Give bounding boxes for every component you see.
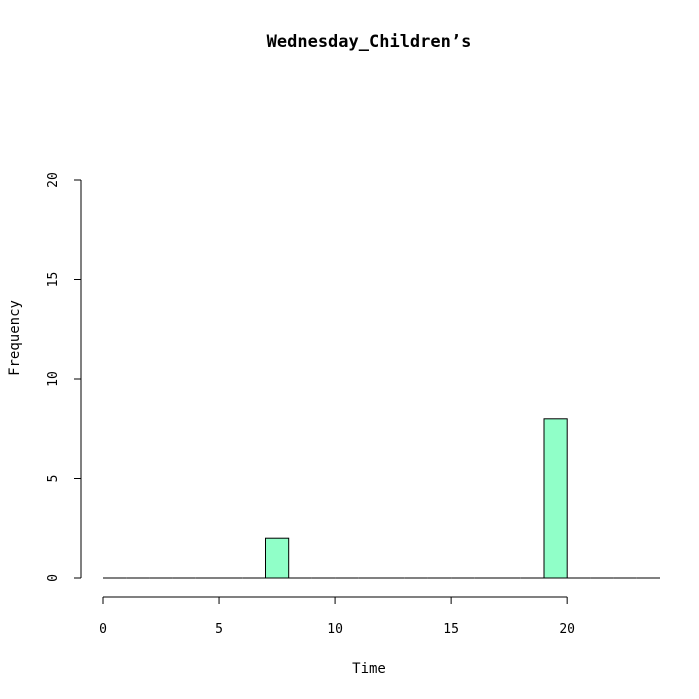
chart-title: Wednesday_Children’s [267, 32, 472, 52]
bars [103, 418, 660, 579]
y-tick-label: 20 [46, 172, 61, 188]
x-axis: 0 5 10 15 20 [99, 596, 575, 637]
y-tick-label: 10 [46, 371, 61, 387]
x-axis-label: Time [352, 661, 386, 677]
histogram-bar [543, 418, 568, 579]
y-tick-label: 5 [46, 475, 61, 483]
x-tick-label: 15 [443, 622, 459, 637]
y-axis-label: Frequency [7, 300, 23, 376]
histogram-bar [265, 537, 290, 579]
y-tick-label: 15 [46, 272, 61, 288]
x-tick-label: 5 [215, 622, 223, 637]
x-tick-label: 0 [99, 622, 107, 637]
x-tick-label: 20 [559, 622, 575, 637]
y-axis: 0 5 10 15 20 [46, 172, 82, 582]
x-tick-label: 10 [327, 622, 343, 637]
y-tick-label: 0 [46, 574, 61, 582]
